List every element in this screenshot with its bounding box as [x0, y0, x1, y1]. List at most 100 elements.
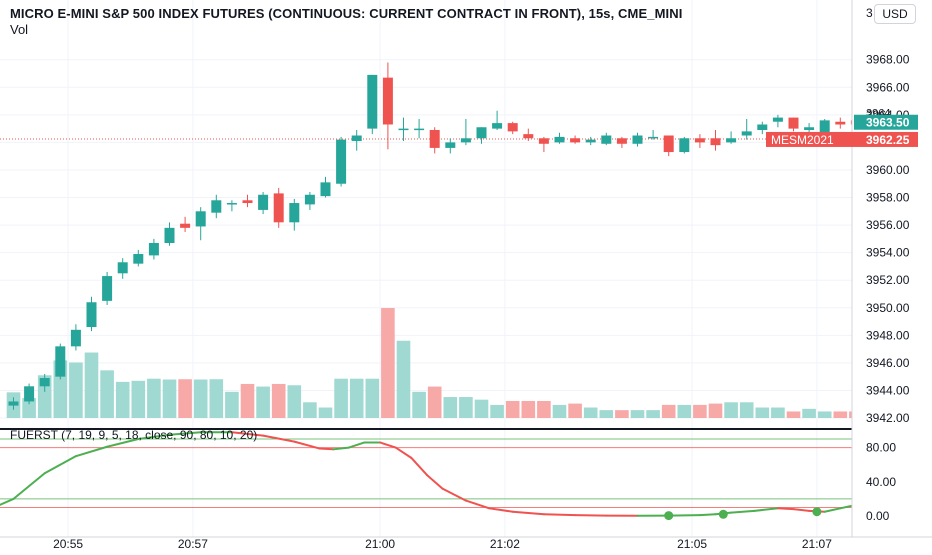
x-tick-label: 20:55: [53, 537, 83, 550]
candle-body: [336, 140, 346, 184]
candle-body: [211, 200, 221, 212]
oscillator-line: [349, 442, 365, 447]
candle-body: [321, 182, 331, 196]
volume-bar: [553, 405, 567, 418]
candle-body: [570, 138, 580, 142]
candle-body: [789, 118, 799, 129]
volume-bar: [69, 362, 83, 418]
volume-bar: [646, 410, 660, 418]
volume-bar: [319, 408, 333, 418]
candle-body: [289, 203, 299, 222]
oscillator-line: [778, 508, 794, 509]
candle-body: [165, 228, 175, 243]
candle-body: [399, 129, 409, 131]
volume-bar: [490, 405, 504, 418]
y-tick-label: 3: [866, 6, 873, 20]
volume-bar: [350, 379, 364, 418]
volume-bar: [475, 400, 489, 418]
oscillator-signal-dot: [719, 510, 728, 519]
x-tick-label: 21:07: [802, 537, 832, 550]
oscillator-tick-label: 80.00: [866, 441, 896, 455]
candle-body: [523, 134, 533, 138]
volume-bar: [194, 380, 208, 419]
volume-bar: [116, 382, 130, 418]
volume-bar: [272, 384, 286, 418]
volume-bar: [724, 402, 738, 418]
volume-bar: [288, 385, 302, 418]
contract-label: MESM2021: [771, 133, 834, 147]
y-tick-label: 3944.00: [866, 383, 910, 397]
volume-bar: [132, 381, 146, 418]
candle-body: [9, 401, 19, 405]
candle-body: [274, 193, 284, 222]
candle-body: [383, 78, 393, 125]
oscillator-line: [319, 448, 333, 449]
volume-bar: [506, 401, 520, 418]
candle-body: [477, 127, 487, 138]
oscillator-line: [513, 512, 544, 515]
volume-bar: [537, 401, 551, 418]
y-tick-label: 3946.00: [866, 356, 910, 370]
volume-bar: [303, 402, 317, 418]
candle-body: [133, 254, 143, 264]
candle-body: [87, 302, 97, 327]
candle-body: [55, 346, 65, 376]
candle-body: [539, 138, 549, 144]
y-tick-label: 3942.00: [866, 411, 910, 425]
oscillator-line: [544, 514, 575, 515]
candle-body: [742, 131, 752, 135]
oscillator-line: [731, 511, 754, 513]
volume-bar: [693, 405, 707, 418]
candle-body: [258, 195, 268, 210]
volume-bar: [787, 411, 801, 418]
candle-body: [243, 200, 253, 203]
oscillator-line: [700, 514, 716, 515]
y-tick-label: 3950.00: [866, 301, 910, 315]
volume-bar: [584, 408, 598, 418]
candle-body: [461, 138, 471, 142]
candle-body: [118, 262, 128, 273]
oscillator-line: [380, 442, 396, 447]
volume-bar: [600, 410, 614, 418]
candle-body: [711, 138, 721, 145]
y-tick-label: 3966.00: [866, 80, 910, 94]
currency-button[interactable]: USD: [874, 4, 916, 24]
candle-body: [492, 123, 502, 129]
candle-body: [804, 127, 814, 130]
candle-body: [648, 137, 658, 139]
candle-body: [726, 138, 736, 142]
candle-body: [414, 129, 424, 131]
volume-bar: [397, 341, 411, 418]
oscillator-tick-label: 0.00: [866, 509, 890, 523]
volume-label: Vol: [10, 22, 28, 37]
volume-bar: [366, 379, 380, 418]
candle-body: [305, 195, 315, 205]
candle-body: [757, 124, 767, 130]
oscillator-line: [0, 499, 14, 506]
current-price-label: 3963.50: [866, 116, 910, 130]
candle-body: [430, 130, 440, 148]
y-tick-label: 3954.00: [866, 246, 910, 260]
candle-body: [601, 136, 611, 144]
oscillator-line: [396, 448, 412, 458]
candle-body: [102, 276, 112, 301]
oscillator-line: [45, 456, 76, 473]
y-tick-label: 3952.00: [866, 273, 910, 287]
volume-bar: [756, 408, 770, 418]
candle-body: [367, 75, 377, 129]
volume-bar: [412, 392, 426, 418]
oscillator-signal-dot: [664, 511, 673, 520]
y-tick-label: 3958.00: [866, 191, 910, 205]
contract-price-label: 3962.25: [866, 133, 910, 147]
volume-bar: [678, 405, 692, 418]
volume-bar: [771, 408, 785, 418]
volume-bar: [428, 387, 442, 418]
oscillator-line: [14, 473, 45, 499]
candle-body: [445, 142, 455, 148]
candle-body: [180, 224, 190, 228]
volume-bar: [163, 380, 177, 419]
candle-body: [40, 378, 50, 386]
volume-bar: [381, 308, 395, 418]
y-tick-label: 3968.00: [866, 53, 910, 67]
